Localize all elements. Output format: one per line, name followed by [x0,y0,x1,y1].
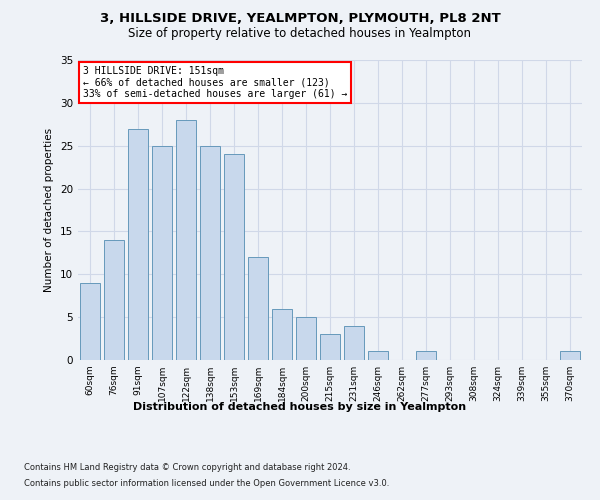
Bar [320,334,340,360]
Bar [128,128,148,360]
Bar [80,283,100,360]
Bar [176,120,196,360]
Bar [368,352,388,360]
Text: Contains HM Land Registry data © Crown copyright and database right 2024.: Contains HM Land Registry data © Crown c… [24,462,350,471]
Text: Size of property relative to detached houses in Yealmpton: Size of property relative to detached ho… [128,28,472,40]
Bar [272,308,292,360]
Text: Contains public sector information licensed under the Open Government Licence v3: Contains public sector information licen… [24,479,389,488]
Bar [296,317,316,360]
Text: Distribution of detached houses by size in Yealmpton: Distribution of detached houses by size … [133,402,467,412]
Text: 3, HILLSIDE DRIVE, YEALMPTON, PLYMOUTH, PL8 2NT: 3, HILLSIDE DRIVE, YEALMPTON, PLYMOUTH, … [100,12,500,26]
Bar [560,352,580,360]
Bar [152,146,172,360]
Bar [200,146,220,360]
Bar [344,326,364,360]
Bar [416,352,436,360]
Y-axis label: Number of detached properties: Number of detached properties [44,128,55,292]
Bar [248,257,268,360]
Bar [104,240,124,360]
Text: 3 HILLSIDE DRIVE: 151sqm
← 66% of detached houses are smaller (123)
33% of semi-: 3 HILLSIDE DRIVE: 151sqm ← 66% of detach… [83,66,347,99]
Bar [224,154,244,360]
